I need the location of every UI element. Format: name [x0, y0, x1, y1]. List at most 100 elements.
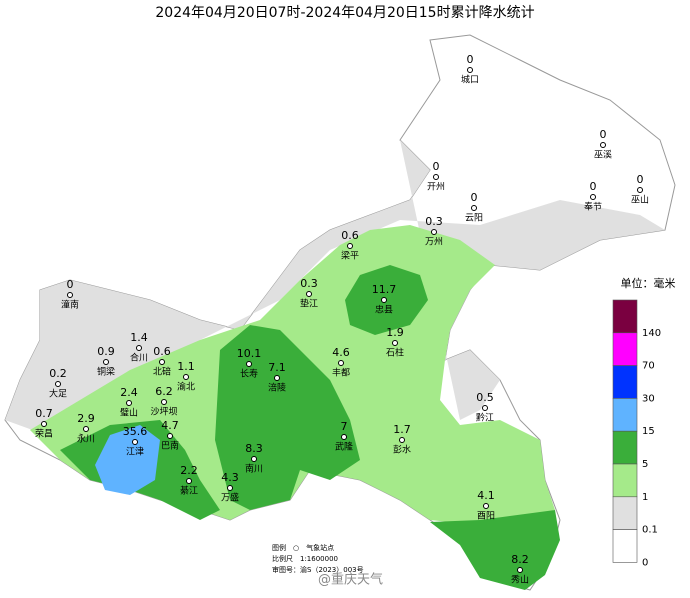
station-dot	[126, 400, 132, 406]
station-value: 0.6	[341, 229, 359, 242]
station-value: 7	[341, 420, 348, 433]
station-dot	[600, 142, 606, 148]
station-dot	[274, 375, 280, 381]
station-name: 江津	[126, 447, 144, 458]
station-value: 11.7	[372, 283, 397, 296]
station-name: 北碚	[153, 366, 171, 378]
station-dot	[392, 340, 398, 346]
station-name: 开州	[427, 182, 445, 193]
station-dot	[483, 503, 489, 509]
station-name: 酉阳	[477, 511, 495, 522]
station-name: 铜梁	[97, 366, 115, 378]
station-value: 2.4	[120, 386, 138, 399]
station-dot	[590, 194, 596, 200]
station-name: 云阳	[465, 213, 483, 224]
station-name: 璧山	[120, 407, 138, 419]
legend-label: 5	[642, 459, 648, 470]
map-regions	[4, 34, 676, 591]
legend-label: 0	[642, 557, 648, 568]
station-name: 潼南	[61, 299, 79, 311]
legend-swatch	[612, 398, 638, 432]
legend-label: 0.1	[642, 525, 658, 536]
station-dot	[306, 291, 312, 297]
station-name: 秀山	[511, 574, 529, 586]
station-value: 0.3	[300, 277, 318, 290]
station-name: 合川	[130, 352, 148, 364]
station-name: 巫山	[631, 195, 649, 206]
station-dot	[341, 434, 347, 440]
station-name: 南川	[245, 463, 263, 475]
station-value: 0.6	[153, 345, 171, 358]
station-name: 武隆	[335, 441, 353, 453]
legend-swatch	[612, 332, 638, 366]
legend-swatch	[612, 430, 638, 465]
station-value: 35.6	[123, 425, 148, 438]
station-dot	[338, 360, 344, 366]
station-dot	[103, 359, 109, 365]
station-name: 奉节	[584, 201, 602, 213]
station-value: 0	[590, 180, 597, 193]
station-value: 4.7	[161, 419, 179, 432]
station-name: 黔江	[476, 412, 494, 424]
station-name: 万州	[425, 237, 443, 248]
legend-label: 70	[642, 361, 655, 372]
station-name: 永川	[77, 433, 95, 445]
station-name: 荣昌	[35, 428, 53, 440]
station-value: 0	[433, 160, 440, 173]
station-name: 巫溪	[594, 149, 612, 161]
station-name: 垫江	[300, 298, 318, 310]
station-dot	[159, 359, 165, 365]
station-value: 2.9	[77, 412, 95, 425]
station-dot	[471, 205, 477, 211]
station-name: 万盛	[221, 492, 239, 504]
area-15-30	[95, 425, 160, 495]
station-value: 0.5	[476, 391, 494, 404]
station-name: 忠县	[375, 305, 393, 316]
station-value: 7.1	[268, 361, 286, 374]
station-value: 0	[67, 278, 74, 291]
area-5-15	[215, 325, 360, 510]
watermark: @重庆天气	[318, 572, 383, 588]
station-dot	[183, 374, 189, 380]
station-dot	[161, 399, 167, 405]
legend-swatch	[612, 463, 638, 498]
station-dot	[41, 421, 47, 427]
station-value: 0.2	[49, 367, 67, 380]
station-value: 1.4	[130, 331, 148, 344]
station-dot	[132, 439, 138, 445]
legend-label: 140	[642, 328, 661, 339]
station-dot	[467, 67, 473, 73]
station-value: 4.1	[477, 489, 495, 502]
station-value: 8.2	[511, 553, 529, 566]
station-name: 梁平	[341, 250, 359, 262]
station-dot	[347, 243, 353, 249]
station-dot	[227, 485, 233, 491]
station-dot	[67, 292, 73, 298]
station-dot	[246, 361, 252, 367]
station-value: 4.3	[221, 471, 239, 484]
area-5-15	[430, 510, 560, 590]
station-name: 沙坪坝	[150, 407, 177, 418]
station-value: 0	[471, 191, 478, 204]
station-dot	[83, 426, 89, 432]
station-dot	[517, 567, 523, 573]
station-name: 丰都	[332, 367, 350, 379]
legend-label: 30	[642, 393, 655, 404]
station-value: 10.1	[237, 347, 262, 360]
station-value: 0.3	[425, 215, 443, 228]
station-name: 彭水	[393, 444, 411, 456]
station-value: 0	[637, 173, 644, 186]
station-dot	[637, 187, 643, 193]
legend-swatch	[612, 496, 638, 530]
station-value: 6.2	[155, 385, 173, 398]
station-dot	[55, 381, 61, 387]
station-dot	[186, 478, 192, 484]
station-name: 巴南	[161, 440, 179, 452]
map-title: 2024年04月20日07时-2024年04月20日15时累计降水统计	[155, 5, 534, 21]
station-name: 长寿	[240, 368, 258, 380]
station-name: 大足	[49, 388, 67, 400]
station-value: 8.3	[245, 442, 263, 455]
station-value: 0	[467, 53, 474, 66]
station-name: 石柱	[386, 347, 404, 359]
